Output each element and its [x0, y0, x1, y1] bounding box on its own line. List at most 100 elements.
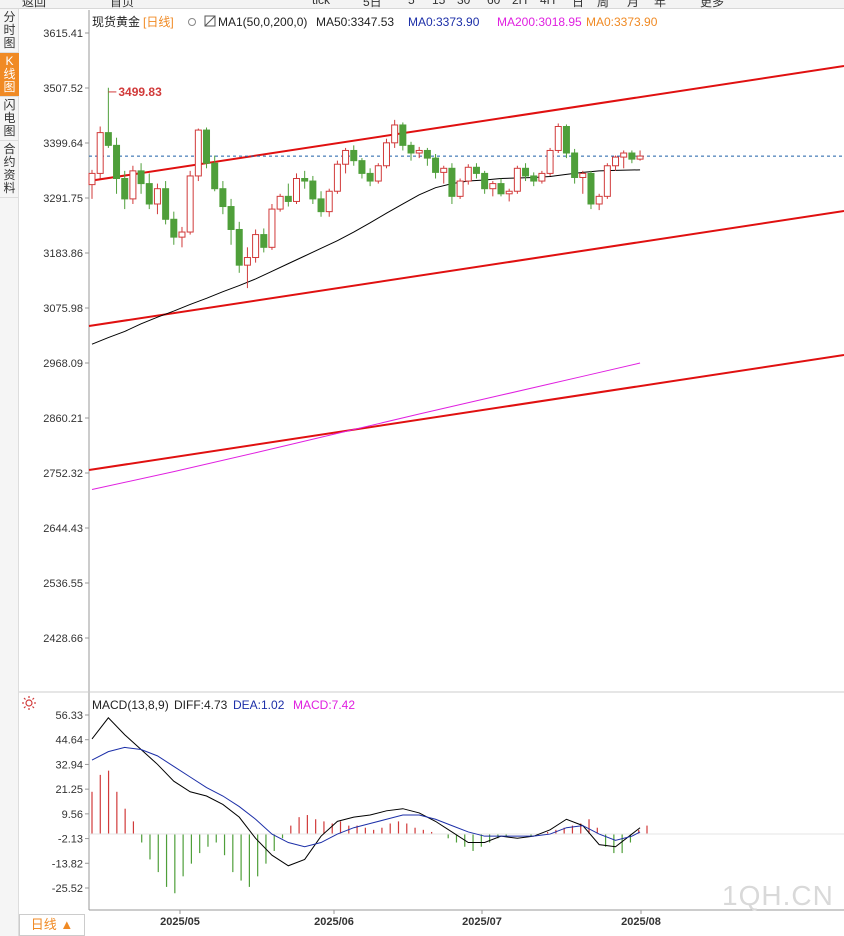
sidebar-item[interactable]: 合约资料: [0, 141, 19, 198]
candle-down: [203, 129, 211, 164]
date-tick-label: 2025/07: [462, 916, 502, 928]
legend-ma200: MA200:3018.95: [497, 15, 582, 29]
channel-lower-line: [88, 354, 844, 471]
toolbar-item[interactable]: 15: [432, 0, 446, 7]
candle-down: [366, 172, 374, 182]
candle-up: [268, 208, 276, 248]
top-toolbar: 返回 首页 tick 5日 5 15 30 60 2H 4H 日 周 月 年 更多: [0, 0, 844, 9]
price-tick-label: 2644.43: [43, 523, 83, 535]
date-tick-label: 2025/05: [160, 916, 200, 928]
macd-tick-label: 32.94: [55, 759, 83, 771]
candle-down: [472, 166, 480, 174]
candle-down: [571, 152, 579, 178]
toolbar-item[interactable]: tick: [312, 0, 330, 7]
legend-ma_title: MA1(50,0,200,0): [218, 15, 307, 29]
candle-up: [440, 167, 448, 173]
candle-down: [104, 132, 112, 146]
legend-ma0_orange: MA0:3373.90: [586, 15, 658, 29]
toolbar-item[interactable]: 年: [654, 0, 667, 9]
toolbar-item[interactable]: 4H: [540, 0, 556, 7]
sidebar-item[interactable]: 闪电图: [0, 97, 19, 141]
price-tick-label: 3075.98: [43, 303, 83, 315]
watermark: 1QH.CN: [722, 880, 834, 911]
macd-legend-macd: MACD:7.42: [293, 698, 355, 712]
candle-up: [538, 172, 546, 182]
candle-up: [546, 149, 554, 174]
price-tick-label: 2428.66: [43, 633, 83, 645]
candle-down: [211, 162, 219, 190]
toolbar-item[interactable]: 60: [487, 0, 501, 7]
sidebar-item[interactable]: 分时图: [0, 9, 19, 53]
period-tab[interactable]: 日线 ▲: [19, 914, 85, 936]
price-tick-label: 3183.86: [43, 248, 83, 260]
toolbar-item[interactable]: 5日: [363, 0, 382, 9]
price-tick-label: 3399.64: [43, 138, 83, 150]
candle-up: [194, 129, 202, 177]
price-tick-label: 2536.55: [43, 578, 83, 590]
candle-down: [562, 126, 570, 154]
legend-ma0_blue: MA0:3373.90: [408, 15, 480, 29]
candle-up: [489, 183, 497, 190]
candle-down: [407, 144, 415, 154]
price-tick-label: 2860.21: [43, 413, 83, 425]
candle-up: [612, 156, 620, 167]
channel-upper-line: [88, 65, 844, 182]
macd-tick-label: -25.52: [52, 883, 83, 895]
candle-down: [587, 172, 595, 205]
candle-up: [382, 142, 390, 167]
candle-up: [243, 257, 251, 266]
high-price-label: 3499.83: [118, 85, 162, 99]
toolbar-item[interactable]: 返回: [22, 0, 47, 9]
candle-up: [513, 167, 521, 192]
macd-tick-label: 9.56: [62, 809, 83, 821]
toolbar-item[interactable]: 首页: [110, 0, 135, 9]
settings-sun-icon[interactable]: [22, 696, 36, 710]
macd-dea-line: [91, 746, 641, 848]
candle-up: [293, 178, 300, 202]
candle-down: [113, 144, 121, 180]
candle-up: [464, 166, 472, 182]
candle-down: [260, 234, 268, 248]
toolbar-item[interactable]: 5: [408, 0, 415, 7]
candle-up: [579, 172, 587, 178]
legend-period: [日线]: [143, 15, 174, 29]
candle-down: [358, 160, 366, 174]
price-tick-label: 3291.75: [43, 193, 83, 205]
candle-up: [554, 126, 562, 151]
candle-down: [628, 152, 636, 160]
ma50-line: [91, 169, 641, 345]
candle-down: [284, 195, 292, 202]
candle-up: [342, 149, 350, 165]
candle-up: [178, 231, 186, 238]
toolbar-item[interactable]: 更多: [700, 0, 725, 9]
candle-down: [219, 188, 227, 208]
candle-up: [153, 188, 161, 205]
date-tick-label: 2025/06: [314, 916, 354, 928]
candle-up: [96, 132, 104, 174]
candle-up: [595, 195, 603, 205]
candle-up: [603, 165, 611, 197]
ma200-line: [91, 362, 641, 490]
candle-down: [317, 198, 325, 213]
candle-down: [423, 149, 431, 159]
candle-up: [325, 190, 333, 213]
toolbar-item[interactable]: 日: [572, 0, 585, 9]
indicator-settings-icon: [204, 15, 216, 27]
toolbar-item[interactable]: 2H: [512, 0, 528, 7]
candle-up: [391, 124, 399, 144]
toolbar-item[interactable]: 月: [627, 0, 640, 9]
macd-tick-label: -2.13: [58, 834, 83, 846]
toolbar-item[interactable]: 周: [597, 0, 610, 9]
date-tick-label: 2025/08: [621, 916, 661, 928]
toolbar-item[interactable]: 30: [457, 0, 471, 7]
candle-down: [309, 180, 317, 200]
macd-legend-diff: DIFF:4.73: [174, 698, 228, 712]
price-tick-label: 2968.09: [43, 358, 83, 370]
candle-down: [481, 172, 489, 190]
candle-up: [333, 163, 341, 192]
candle-down: [170, 218, 178, 238]
candle-up: [636, 155, 644, 160]
